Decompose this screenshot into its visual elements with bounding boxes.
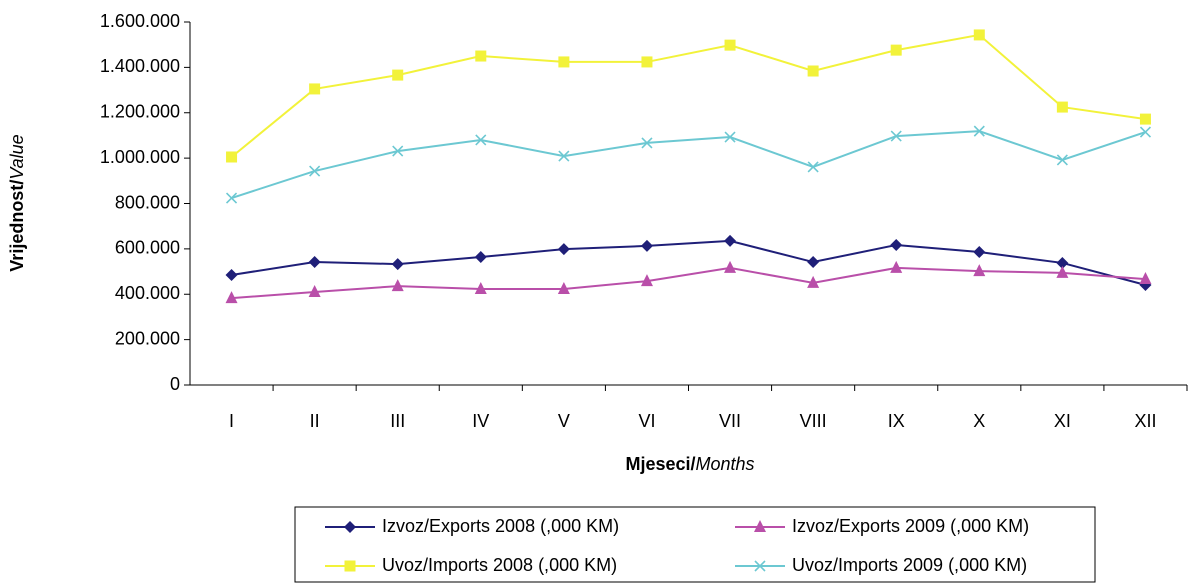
marker [641, 56, 653, 68]
x-tick-label: V [558, 411, 570, 431]
marker [640, 239, 653, 252]
marker [973, 125, 985, 137]
marker [724, 39, 736, 51]
x-tick-label: XII [1134, 411, 1156, 431]
marker [807, 275, 820, 288]
y-tick-label: 0 [170, 374, 180, 394]
marker [1139, 126, 1152, 138]
x-tick-label: I [229, 411, 234, 431]
y-tick-label: 400.000 [115, 283, 180, 303]
x-tick-label: VI [638, 411, 655, 431]
marker [475, 134, 487, 146]
marker [392, 145, 404, 157]
x-tick-label: VII [719, 411, 741, 431]
marker [973, 246, 986, 259]
marker [1056, 154, 1068, 166]
marker [309, 83, 321, 95]
y-tick-label: 600.000 [115, 238, 180, 258]
marker [973, 29, 985, 41]
marker [558, 150, 570, 162]
legend-label: Izvoz/Exports 2008 (,000 KM) [382, 516, 619, 536]
marker [557, 282, 570, 295]
y-axis-label: Vrijednost/Value [7, 134, 27, 271]
marker [807, 161, 819, 173]
marker [754, 520, 766, 532]
marker [724, 260, 737, 273]
legend-label: Uvoz/Imports 2008 (,000 KM) [382, 555, 617, 575]
legend-label: Uvoz/Imports 2009 (,000 KM) [792, 555, 1027, 575]
marker [724, 131, 736, 143]
x-tick-label: IX [888, 411, 905, 431]
x-tick-label: X [973, 411, 985, 431]
legend-label: Izvoz/Exports 2009 (,000 KM) [792, 516, 1029, 536]
marker [640, 274, 653, 287]
marker [724, 234, 737, 247]
series-line [231, 266, 1146, 300]
x-tick-label: III [390, 411, 405, 431]
x-tick-label: II [310, 411, 320, 431]
series-line [231, 239, 1146, 286]
marker [973, 264, 986, 277]
marker [1056, 265, 1069, 278]
y-tick-label: 1.400.000 [100, 56, 180, 76]
marker [890, 130, 902, 142]
x-axis-label: Mjeseci/Months [625, 454, 754, 474]
x-tick-label: IV [472, 411, 489, 431]
marker [807, 65, 819, 77]
marker [309, 165, 321, 177]
marker [225, 291, 238, 304]
series-line [230, 33, 1146, 158]
marker [558, 56, 570, 68]
marker [1056, 256, 1069, 269]
marker [225, 268, 238, 281]
x-tick-label: VIII [800, 411, 827, 431]
y-tick-label: 1.600.000 [100, 11, 180, 31]
marker [1139, 113, 1151, 125]
marker [474, 282, 487, 295]
marker [392, 69, 404, 81]
marker [225, 192, 238, 204]
y-tick-label: 1.000.000 [100, 147, 180, 167]
marker [1139, 272, 1152, 285]
marker [474, 251, 487, 264]
marker [557, 243, 570, 256]
y-tick-label: 800.000 [115, 192, 180, 212]
marker [754, 560, 766, 572]
marker [226, 151, 238, 163]
legend-box [294, 506, 1096, 583]
marker [807, 256, 820, 269]
marker [890, 260, 903, 273]
marker [344, 521, 356, 533]
y-tick-label: 200.000 [115, 328, 180, 348]
series-line [231, 130, 1146, 200]
marker [308, 284, 321, 297]
marker [344, 560, 356, 572]
marker [1056, 101, 1068, 113]
marker [890, 44, 902, 56]
marker [391, 258, 404, 271]
x-tick-label: XI [1054, 411, 1071, 431]
marker [641, 137, 653, 149]
marker [890, 239, 903, 252]
marker [391, 279, 404, 292]
y-tick-label: 1.200.000 [100, 102, 180, 122]
marker [308, 256, 321, 269]
marker [475, 50, 487, 62]
